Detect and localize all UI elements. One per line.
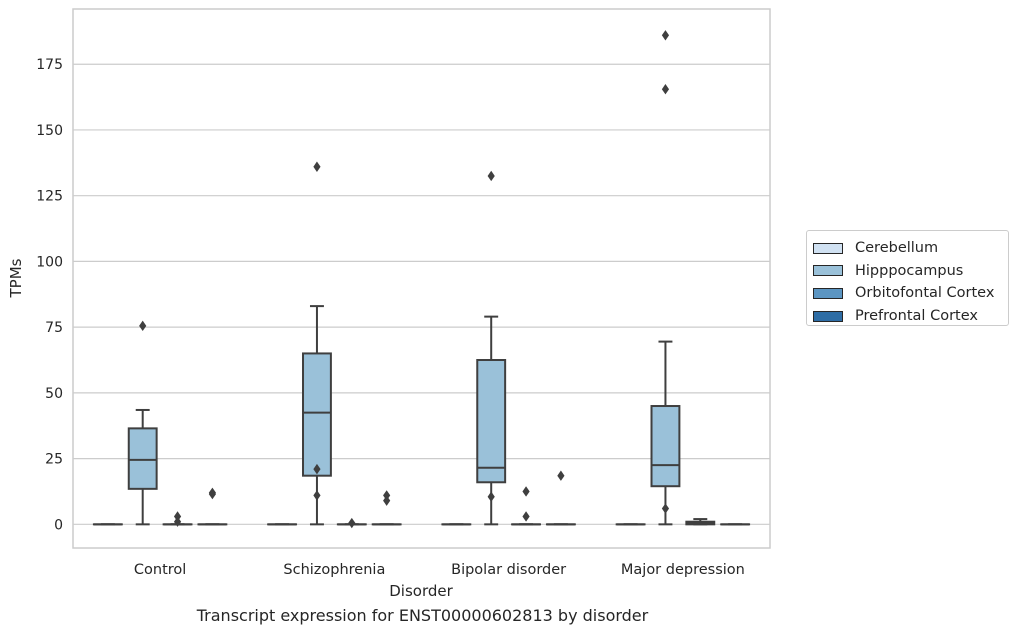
box-1-2 xyxy=(336,517,367,529)
box-2-1 xyxy=(476,170,507,526)
outlier-point xyxy=(348,517,356,529)
y-tick-labels: 0 25 50 75 100 125 150 175 xyxy=(36,57,63,533)
outlier-point xyxy=(173,516,182,527)
outlier-point xyxy=(487,491,495,502)
y-tick-label: 125 xyxy=(36,189,63,205)
box-plot-marks xyxy=(92,30,751,529)
box-1-3 xyxy=(371,490,402,526)
legend-item: Prefrontal Cortex xyxy=(813,305,1008,328)
y-tick-label: 75 xyxy=(45,320,63,336)
legend-swatch xyxy=(813,242,843,254)
y-tick-label: 50 xyxy=(45,386,63,402)
outlier-point xyxy=(139,320,147,332)
legend-label: Hipppocampus xyxy=(855,262,964,279)
outlier-point xyxy=(383,495,391,506)
y-axis-label: TPMs xyxy=(7,258,25,298)
gridlines xyxy=(73,63,770,525)
legend-item: Cerebellum xyxy=(813,237,1008,260)
legend: Cerebellum Hipppocampus Orbitofontal Corte… xyxy=(806,230,1009,326)
box-iqr xyxy=(302,352,332,477)
box-0-1 xyxy=(127,320,158,526)
legend-item: Hipppocampus xyxy=(813,260,1008,283)
legend-item: Orbitofontal Cortex xyxy=(813,282,1008,305)
box-0-3 xyxy=(197,487,228,526)
legend-swatch xyxy=(813,287,843,299)
box-0-2 xyxy=(162,511,193,527)
box-2-3 xyxy=(545,470,576,526)
outlier-point xyxy=(522,486,530,497)
y-tick-label: 100 xyxy=(36,254,63,270)
box-1-1 xyxy=(302,161,332,526)
outlier-point xyxy=(557,470,565,481)
box-iqr xyxy=(127,427,158,490)
box-2-2 xyxy=(511,486,541,526)
legend-swatch xyxy=(813,310,843,322)
outlier-point xyxy=(661,83,670,95)
legend-swatch xyxy=(813,265,843,277)
y-tick-label: 0 xyxy=(54,517,63,533)
outlier-point xyxy=(661,30,670,41)
outlier-point xyxy=(313,463,321,475)
y-tick-label: 175 xyxy=(36,57,63,73)
legend-label: Prefrontal Cortex xyxy=(855,308,978,325)
y-tick-label: 25 xyxy=(45,452,63,468)
legend-label: Orbitofontal Cortex xyxy=(855,285,995,302)
x-axis-label: Disorder xyxy=(389,582,453,600)
box-iqr xyxy=(650,405,681,488)
x-tick-label: Schizophrenia xyxy=(283,562,385,578)
chart-caption: Transcript expression for ENST0000060281… xyxy=(196,606,649,625)
outlier-point xyxy=(661,503,670,514)
box-3-2 xyxy=(685,518,716,526)
outlier-point xyxy=(522,511,530,522)
outlier-point xyxy=(208,488,216,500)
box-3-1 xyxy=(650,30,681,526)
outlier-point xyxy=(173,511,182,522)
x-tick-label: Major depression xyxy=(621,562,745,578)
outlier-point xyxy=(313,161,321,172)
outlier-point xyxy=(383,490,391,501)
x-tick-labels: Control Schizophrenia Bipolar disorder Majo… xyxy=(134,562,745,578)
box-iqr xyxy=(476,359,507,484)
y-tick-label: 150 xyxy=(36,123,63,139)
x-tick-label: Control xyxy=(134,562,186,578)
outlier-point xyxy=(313,490,321,501)
x-tick-label: Bipolar disorder xyxy=(451,562,566,578)
outlier-point xyxy=(487,170,495,182)
legend-label: Cerebellum xyxy=(855,240,939,257)
plot-frame xyxy=(72,8,771,549)
